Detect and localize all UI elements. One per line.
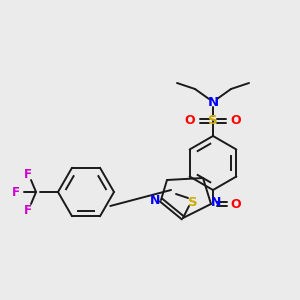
Text: F: F <box>24 167 32 181</box>
Text: O: O <box>231 115 241 128</box>
Text: S: S <box>188 196 198 208</box>
Text: N: N <box>211 196 221 208</box>
Text: O: O <box>231 197 241 211</box>
Text: F: F <box>12 185 20 199</box>
Text: N: N <box>207 97 219 110</box>
Text: S: S <box>208 115 218 128</box>
Text: O: O <box>185 115 195 128</box>
Text: F: F <box>24 203 32 217</box>
Text: N: N <box>150 194 160 206</box>
